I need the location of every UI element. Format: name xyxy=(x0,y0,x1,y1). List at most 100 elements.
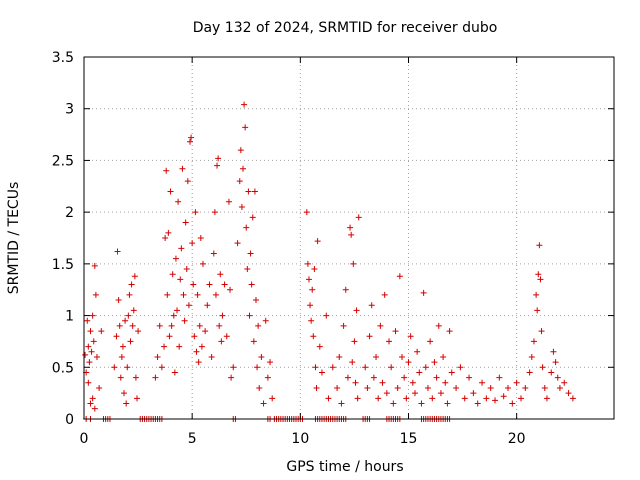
data-point xyxy=(461,395,468,402)
data-point xyxy=(179,165,186,172)
data-point xyxy=(392,328,399,335)
data-point xyxy=(435,322,442,329)
data-point xyxy=(116,322,123,329)
data-point xyxy=(113,333,120,340)
data-point xyxy=(169,271,176,278)
data-point xyxy=(446,328,453,335)
data-point xyxy=(256,384,263,391)
y-tick-label: 2.5 xyxy=(52,153,74,169)
data-points xyxy=(82,101,576,422)
data-point xyxy=(353,307,360,314)
data-point xyxy=(85,379,92,386)
data-point xyxy=(267,359,274,366)
data-point xyxy=(251,188,258,195)
data-point xyxy=(218,338,225,345)
data-point xyxy=(228,374,235,381)
data-point xyxy=(114,248,121,255)
data-point xyxy=(429,395,436,402)
data-point xyxy=(221,281,228,288)
data-point xyxy=(208,353,215,360)
data-point xyxy=(260,400,267,407)
data-point xyxy=(84,317,91,324)
data-point xyxy=(249,214,256,221)
data-point xyxy=(90,338,97,345)
data-point xyxy=(96,384,103,391)
data-point xyxy=(167,188,174,195)
data-point xyxy=(550,348,557,355)
data-point xyxy=(386,338,393,345)
data-point xyxy=(554,374,561,381)
data-point xyxy=(538,328,545,335)
data-point xyxy=(336,353,343,360)
data-point xyxy=(379,379,386,386)
data-point xyxy=(340,322,347,329)
data-point xyxy=(405,359,412,366)
data-point xyxy=(349,359,356,366)
data-point xyxy=(541,384,548,391)
y-tick-label: 2 xyxy=(65,205,74,221)
data-point xyxy=(178,245,185,252)
data-point xyxy=(252,297,259,304)
data-point xyxy=(171,369,178,376)
data-point xyxy=(350,260,357,267)
data-point xyxy=(422,364,429,371)
data-point xyxy=(316,343,323,350)
data-point xyxy=(134,395,140,402)
data-point xyxy=(163,167,170,174)
data-point xyxy=(154,353,161,360)
data-point xyxy=(399,353,405,360)
data-point xyxy=(87,328,94,335)
data-point xyxy=(241,101,248,108)
data-point xyxy=(129,322,136,329)
data-point xyxy=(124,364,131,371)
data-point xyxy=(82,351,89,358)
data-point xyxy=(162,235,169,241)
data-point xyxy=(513,379,520,386)
data-point xyxy=(245,188,252,195)
data-point xyxy=(258,353,265,360)
data-point xyxy=(323,312,330,319)
data-point xyxy=(307,302,314,309)
data-point xyxy=(193,348,200,355)
data-point xyxy=(383,390,390,397)
data-point xyxy=(248,281,255,288)
data-point xyxy=(318,369,325,376)
data-point xyxy=(530,338,537,345)
data-point xyxy=(87,400,94,407)
data-point xyxy=(115,297,122,304)
data-point xyxy=(161,343,168,350)
data-point xyxy=(89,312,96,319)
data-point xyxy=(509,400,516,407)
data-point xyxy=(130,307,137,314)
data-point xyxy=(237,147,244,154)
data-point xyxy=(269,395,276,402)
data-point xyxy=(556,384,563,391)
data-point xyxy=(444,400,451,407)
data-point xyxy=(314,238,321,245)
data-point xyxy=(196,322,203,329)
data-point xyxy=(199,260,206,267)
data-point xyxy=(342,286,349,293)
data-point xyxy=(182,219,189,226)
data-point xyxy=(246,312,253,319)
x-tick-label: 5 xyxy=(188,431,197,447)
data-point xyxy=(394,384,401,391)
data-point xyxy=(183,266,190,273)
data-point xyxy=(247,250,254,257)
x-tick-label: 20 xyxy=(508,431,526,447)
data-point xyxy=(401,374,408,381)
data-point xyxy=(238,203,245,210)
data-point xyxy=(91,405,98,412)
data-point xyxy=(177,276,184,283)
data-point xyxy=(325,395,332,402)
data-point xyxy=(212,291,219,298)
data-point xyxy=(505,384,511,391)
data-point xyxy=(202,328,209,335)
data-point xyxy=(92,291,99,298)
data-point xyxy=(180,291,187,298)
y-tick-label: 0.5 xyxy=(52,360,74,376)
data-point xyxy=(210,250,217,257)
data-point xyxy=(351,338,358,345)
data-point xyxy=(474,400,481,407)
data-point xyxy=(329,364,336,371)
